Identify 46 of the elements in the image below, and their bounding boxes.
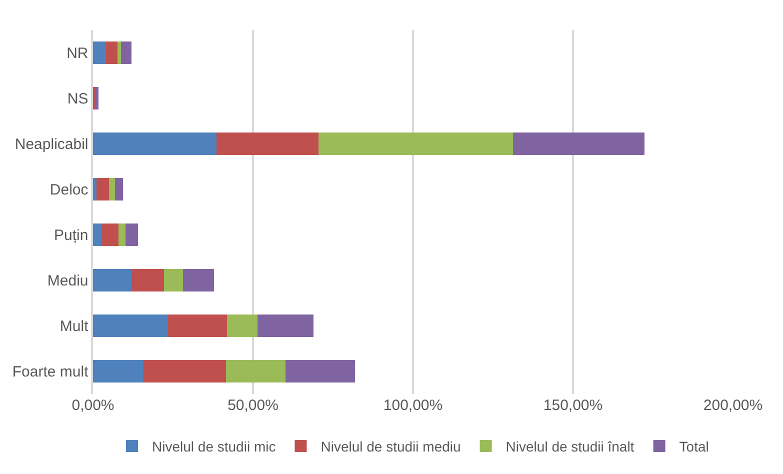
bar: [93, 360, 143, 383]
bar: [118, 223, 126, 246]
bar: [96, 178, 109, 201]
bar: [114, 178, 124, 201]
y-tick-label: Puțin: [54, 227, 88, 244]
bar: [227, 314, 258, 338]
bar: [106, 41, 118, 64]
bar: [318, 132, 513, 156]
bar: [168, 314, 228, 338]
bar: [512, 132, 644, 156]
legend-label: Total: [679, 438, 709, 454]
bar: [93, 41, 106, 64]
x-tick-label: 50,00%: [228, 397, 278, 414]
bar: [285, 360, 356, 383]
x-tick-label: 100,00%: [383, 397, 443, 414]
legend-label: Nivelul de studii mic: [152, 438, 276, 454]
y-tick-label: Mult: [60, 318, 90, 335]
x-tick-label: 150,00%: [543, 397, 603, 414]
bar: [132, 268, 164, 292]
legend-label: Nivelul de studii mediu: [320, 438, 461, 454]
y-tick-label: Deloc: [50, 182, 89, 198]
y-tick-label: NR: [66, 45, 88, 62]
bar: [125, 223, 138, 246]
bar: [93, 268, 132, 292]
legend-label: Nivelul de studii înalt: [506, 438, 634, 454]
bar: [118, 41, 122, 64]
bar: [93, 178, 97, 201]
bar: [182, 268, 214, 292]
x-tick-label: 0,00%: [72, 397, 114, 414]
bar: [109, 178, 115, 201]
bar: [142, 360, 226, 383]
y-tick-label: NS: [67, 90, 88, 108]
bar: [93, 314, 168, 338]
bar: [226, 360, 286, 383]
bar: [96, 86, 98, 110]
y-tick-label: Mediu: [47, 272, 88, 290]
bar: [257, 314, 314, 338]
bar: [93, 223, 102, 246]
x-tick-label: 200,00%: [703, 397, 763, 414]
bar: [93, 132, 217, 156]
bar: [216, 132, 318, 156]
y-tick-label: Foarte mult: [12, 364, 90, 380]
bar: [164, 268, 183, 292]
bar: [101, 223, 119, 246]
bar: [121, 41, 132, 64]
y-tick-label: Neaplicabil: [14, 136, 88, 153]
